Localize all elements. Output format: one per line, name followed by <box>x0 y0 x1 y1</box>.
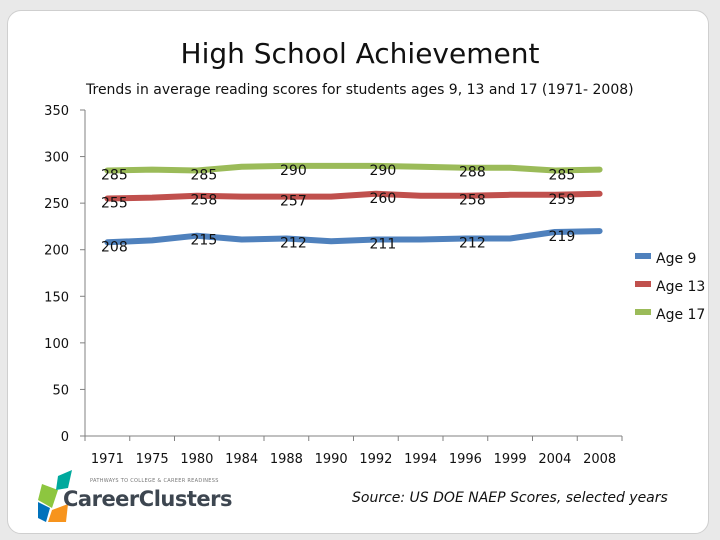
x-tick-label: 1984 <box>225 452 258 467</box>
y-tick-label: 200 <box>44 244 69 259</box>
chart-subtitle: Trends in average reading scores for stu… <box>86 82 634 98</box>
x-tick-label: 1990 <box>315 452 348 467</box>
data-label: 288 <box>459 165 486 181</box>
data-point <box>330 240 332 242</box>
legend-swatch <box>635 281 651 287</box>
series-line-age-9 <box>104 228 603 246</box>
data-point <box>599 193 601 195</box>
data-point <box>106 197 108 199</box>
logo-wordmark: CareerClusters <box>63 487 232 511</box>
logo-tagline: PATHWAYS TO COLLEGE & CAREER READINESS <box>90 478 219 484</box>
data-label: 219 <box>549 229 576 245</box>
data-label: 285 <box>101 168 128 184</box>
data-point <box>151 169 153 171</box>
legend-swatch <box>635 253 651 259</box>
data-label: 290 <box>370 163 397 179</box>
x-tick-label: 1994 <box>404 452 437 467</box>
data-point <box>196 195 198 197</box>
series-line-age-13 <box>104 190 603 202</box>
data-point <box>151 197 153 199</box>
data-label: 258 <box>191 193 218 209</box>
data-label: 259 <box>549 192 576 208</box>
data-point <box>420 195 422 197</box>
y-tick-label: 50 <box>52 383 69 398</box>
data-point <box>554 170 556 172</box>
data-label: 258 <box>459 193 486 209</box>
data-point <box>420 166 422 168</box>
data-label: 290 <box>280 163 307 179</box>
x-tick-label: 2004 <box>538 452 571 467</box>
legend-swatch <box>635 309 651 315</box>
data-point <box>285 238 287 240</box>
data-point <box>241 238 243 240</box>
data-label: 255 <box>101 195 128 211</box>
data-point <box>106 170 108 172</box>
data-label: 212 <box>459 236 486 252</box>
data-point <box>420 238 422 240</box>
x-tick-label: 1999 <box>494 452 527 467</box>
data-point <box>375 238 377 240</box>
data-point <box>330 165 332 167</box>
data-point <box>509 238 511 240</box>
y-tick-label: 250 <box>44 197 69 212</box>
x-tick-label: 1975 <box>136 452 169 467</box>
data-point <box>599 230 601 232</box>
legend-label: Age 17 <box>656 307 705 323</box>
data-label: 285 <box>549 168 576 184</box>
data-point <box>106 241 108 243</box>
x-tick-label: 1980 <box>180 452 213 467</box>
data-point <box>509 194 511 196</box>
y-tick-label: 350 <box>44 104 69 119</box>
data-point <box>464 238 466 240</box>
y-tick-label: 100 <box>44 337 69 352</box>
x-tick-label: 1992 <box>359 452 392 467</box>
data-label: 260 <box>370 191 397 207</box>
series-line-age-17 <box>104 162 603 174</box>
legend-label: Age 13 <box>656 279 705 295</box>
legend-label: Age 9 <box>656 251 696 267</box>
data-label: 211 <box>370 236 397 252</box>
chart-title: High School Achievement <box>180 37 540 70</box>
data-point <box>554 194 556 196</box>
x-tick-label: 1988 <box>270 452 303 467</box>
data-point <box>151 239 153 241</box>
x-tick-label: 1996 <box>449 452 482 467</box>
data-point <box>285 196 287 198</box>
data-point <box>330 196 332 198</box>
data-point <box>241 196 243 198</box>
data-point <box>375 165 377 167</box>
data-point <box>599 169 601 171</box>
data-point <box>375 193 377 195</box>
data-point <box>196 170 198 172</box>
data-point <box>241 166 243 168</box>
y-tick-label: 0 <box>61 430 69 445</box>
data-point <box>509 167 511 169</box>
data-point <box>464 195 466 197</box>
data-label: 215 <box>191 233 218 249</box>
career-clusters-logo <box>38 470 72 522</box>
y-tick-label: 150 <box>44 290 69 305</box>
data-label: 208 <box>101 239 128 255</box>
data-point <box>285 165 287 167</box>
x-tick-label: 1971 <box>91 452 124 467</box>
data-label: 285 <box>191 168 218 184</box>
data-point <box>196 235 198 237</box>
data-label: 212 <box>280 236 307 252</box>
data-point <box>464 167 466 169</box>
data-label: 257 <box>280 194 307 210</box>
source-note: Source: US DOE NAEP Scores, selected yea… <box>352 490 668 506</box>
data-point <box>554 231 556 233</box>
slide-background <box>7 10 709 534</box>
x-tick-label: 2008 <box>583 452 616 467</box>
y-tick-label: 300 <box>44 151 69 166</box>
